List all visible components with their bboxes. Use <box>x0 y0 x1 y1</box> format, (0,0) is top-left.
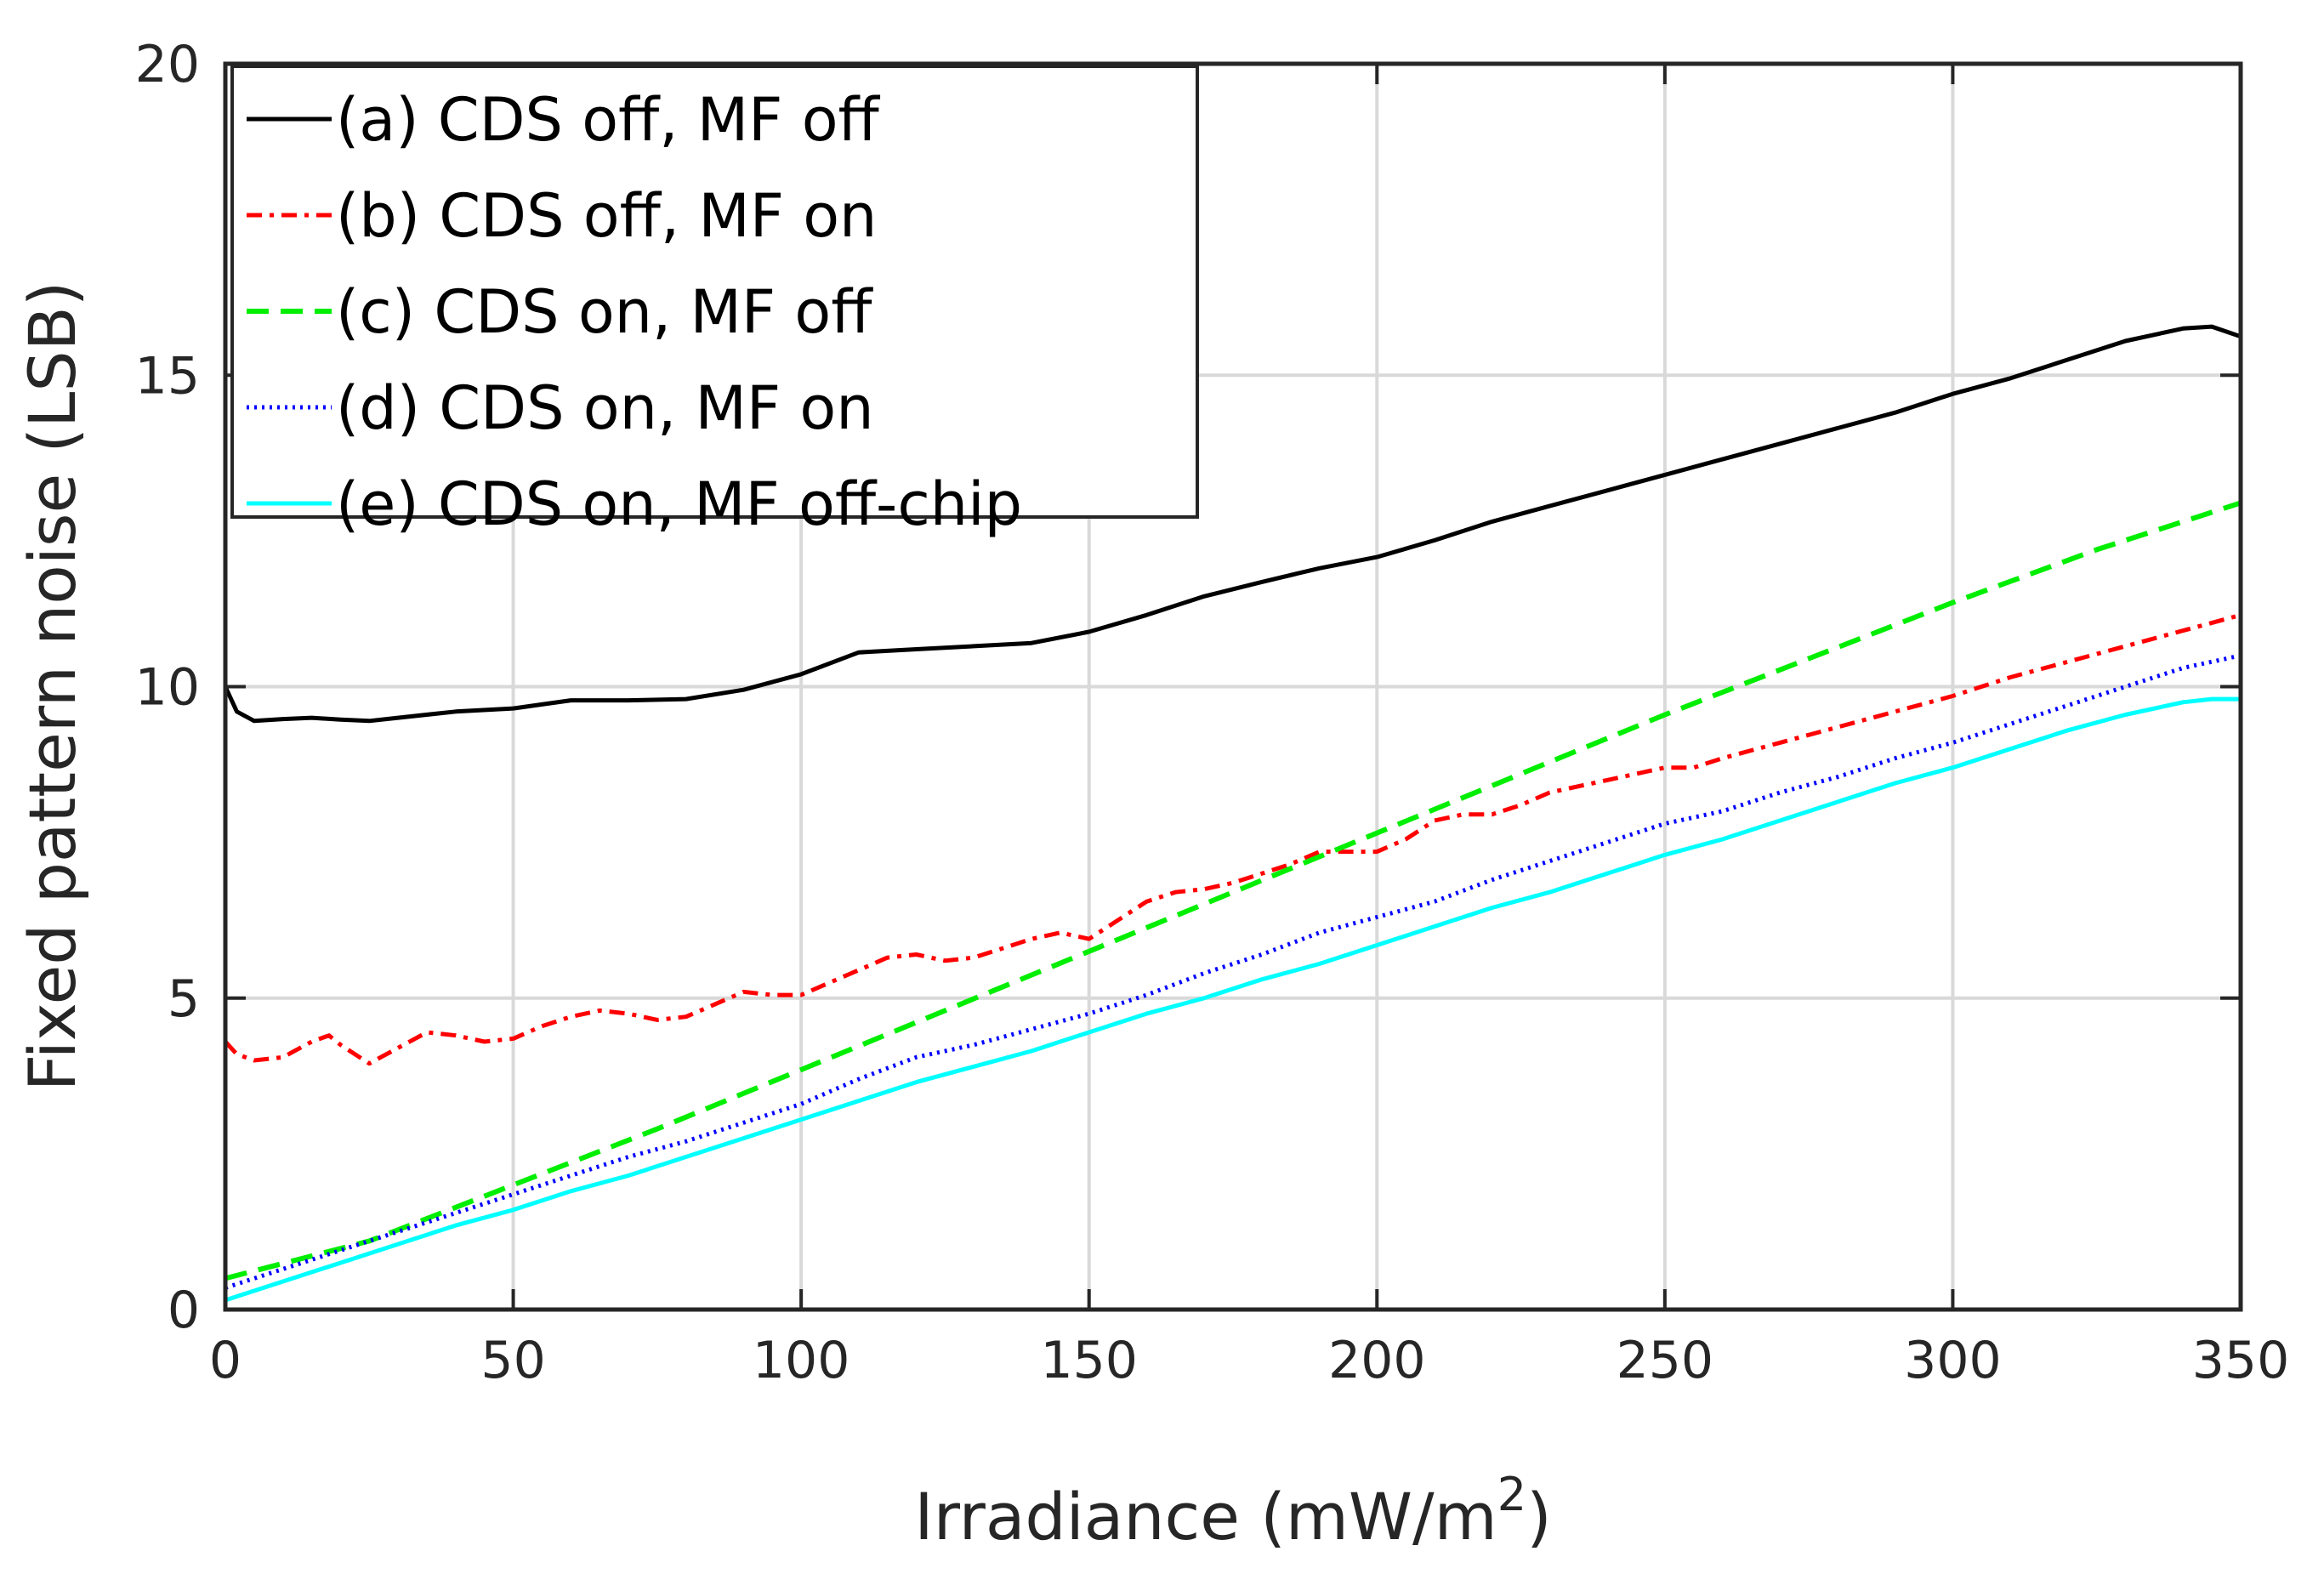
legend-label-1: (a) CDS off, MF off <box>336 85 881 155</box>
x-tick-label: 300 <box>1904 1331 2002 1390</box>
legend-label-3: (c) CDS on, MF off <box>336 277 873 347</box>
y-tick-label: 5 <box>168 969 200 1029</box>
x-axis-title: Irradiance (mW/m2) <box>914 1468 1551 1554</box>
x-tick-label: 350 <box>2192 1331 2290 1390</box>
series-line-5 <box>224 696 2241 1303</box>
y-tick-label: 0 <box>168 1281 200 1340</box>
y-tick-label: 10 <box>135 658 200 718</box>
series-line-4 <box>224 653 2242 1290</box>
series-line-3 <box>224 500 2242 1281</box>
legend-label-4: (d) CDS on, MF on <box>336 373 874 443</box>
x-tick-label: 250 <box>1617 1331 1714 1390</box>
x-tick-label: 150 <box>1040 1331 1138 1390</box>
y-tick-label: 20 <box>135 35 200 94</box>
x-tick-label: 200 <box>1328 1331 1426 1390</box>
y-axis-title: Fixed pattern noise (LSB) <box>14 281 90 1092</box>
axis-ticks: 0 50 100 150 200 250 300 350 0 5 10 15 20 <box>135 35 2290 1390</box>
legend-entries: (a) CDS off, MF off (b) CDS off, MF on (c)… <box>247 85 1022 539</box>
series-line-1 <box>223 324 2242 724</box>
y-tick-label: 15 <box>135 346 200 406</box>
x-tick-label: 50 <box>480 1331 545 1390</box>
legend: (a) CDS off, MF off (b) CDS off, MF on (c)… <box>230 65 1199 539</box>
x-tick-label: 0 <box>209 1331 241 1390</box>
legend-box <box>230 65 1199 519</box>
plot-series <box>223 324 2242 1303</box>
series-line-2 <box>224 612 2242 1066</box>
legend-label-2: (b) CDS off, MF on <box>336 181 877 251</box>
legend-label-5: (e) CDS on, MF off-chip <box>336 469 1022 539</box>
x-tick-label: 100 <box>753 1331 850 1390</box>
